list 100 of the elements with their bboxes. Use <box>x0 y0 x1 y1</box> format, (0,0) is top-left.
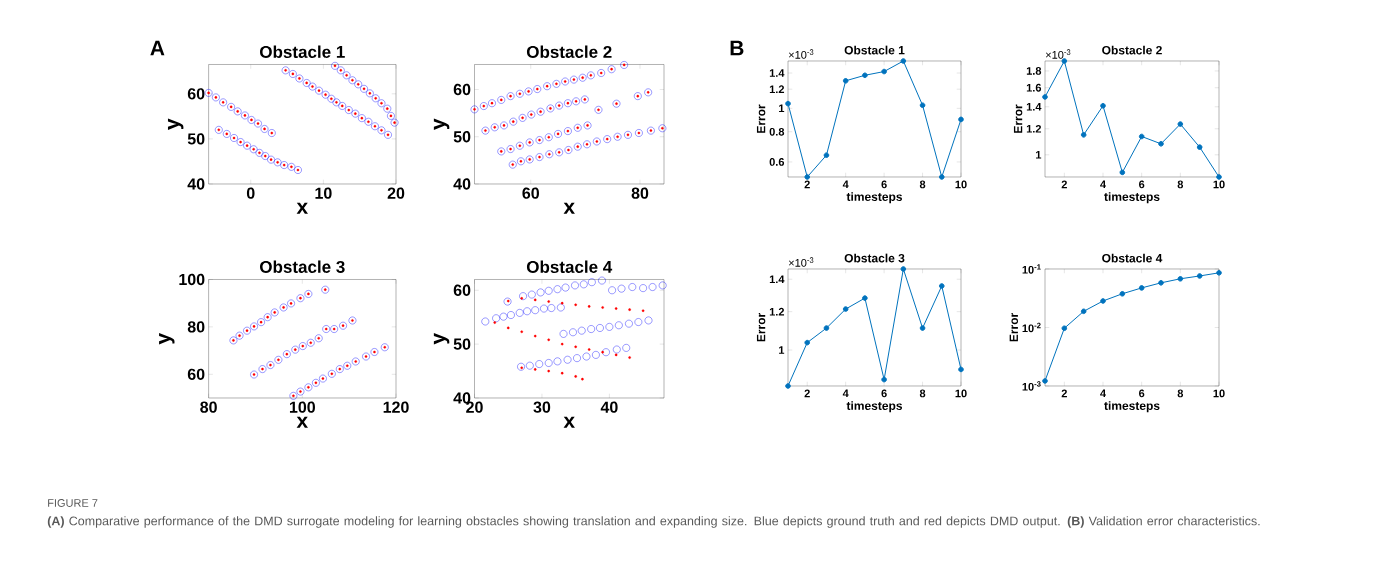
point <box>577 326 586 335</box>
chart-title: Obstacle 2 <box>526 45 612 58</box>
y-tick-label: 1 <box>1036 151 1042 159</box>
point <box>881 68 887 75</box>
point <box>587 348 591 351</box>
point <box>492 314 500 323</box>
y-tick-label: 1 <box>779 346 785 354</box>
point <box>958 116 964 123</box>
x-tick-label: 6 <box>1139 180 1145 189</box>
point <box>644 316 653 325</box>
y-tick-label: 1 <box>779 104 785 113</box>
point <box>553 357 562 366</box>
point <box>592 351 600 359</box>
point <box>520 330 524 334</box>
point <box>862 295 868 301</box>
y-tick-label: 1.4 <box>769 275 785 284</box>
point <box>1196 273 1203 279</box>
point <box>560 301 564 305</box>
point <box>628 356 631 359</box>
x-axis-title: x <box>563 202 575 214</box>
x-axis-title: x <box>296 416 308 428</box>
x-tick-label: 2 <box>804 180 810 189</box>
point <box>625 319 633 328</box>
text: A <box>150 40 165 56</box>
x-tick-label: 40 <box>600 401 618 413</box>
point <box>540 304 548 313</box>
point <box>1080 308 1087 315</box>
point <box>547 304 556 312</box>
x-tick-label: 80 <box>631 187 649 199</box>
point <box>519 292 527 300</box>
y-axis-title: Error <box>756 313 766 342</box>
point <box>507 311 515 319</box>
y-tick-label: 1.2 <box>769 307 785 316</box>
x-tick-label: 120 <box>383 401 409 413</box>
point <box>1138 285 1145 291</box>
x-tick-label: 2 <box>1061 389 1067 398</box>
y-tick-label: 60 <box>453 284 471 296</box>
point <box>823 152 830 158</box>
point <box>571 281 579 290</box>
point <box>1119 169 1126 176</box>
point <box>574 303 577 307</box>
y-tick-label: 60 <box>453 83 471 96</box>
chart-title: Obstacle 3 <box>844 253 905 263</box>
point <box>1158 141 1164 147</box>
x-tick-label: 100 <box>289 401 315 413</box>
point <box>547 338 550 342</box>
point <box>544 287 553 295</box>
x-tick-label: 2 <box>1061 180 1067 189</box>
point <box>601 306 604 309</box>
point <box>622 344 631 352</box>
point <box>559 330 568 338</box>
point <box>785 100 791 107</box>
point <box>613 345 621 354</box>
point <box>493 321 497 324</box>
point <box>785 383 791 389</box>
y-tick-label: 50 <box>187 133 205 145</box>
x-axis-title: timesteps <box>846 192 903 204</box>
y-axis-title: Error <box>1013 104 1023 133</box>
point <box>563 355 572 364</box>
x-tick-label: 6 <box>1139 389 1145 398</box>
point <box>569 328 577 337</box>
point <box>533 368 537 371</box>
point <box>533 298 537 302</box>
point <box>535 360 544 368</box>
y-tick-label: 60 <box>187 88 205 100</box>
point <box>587 305 591 308</box>
point <box>938 283 945 289</box>
x-axis-title: timesteps <box>1104 401 1160 413</box>
chart-title: Obstacle 2 <box>1102 45 1162 55</box>
point <box>536 288 545 297</box>
point <box>579 280 588 289</box>
point <box>544 359 553 367</box>
point <box>919 325 926 331</box>
point <box>506 326 510 330</box>
point <box>560 371 564 375</box>
point <box>1138 133 1145 140</box>
point <box>560 342 564 346</box>
point <box>1158 280 1164 286</box>
x-axis-title: timesteps <box>846 401 903 413</box>
point <box>615 321 623 330</box>
y-tick-label: 50 <box>453 338 471 350</box>
y-axis-title: y <box>167 118 184 130</box>
point <box>881 376 887 383</box>
point <box>919 102 926 109</box>
x-tick-label: 6 <box>881 389 887 398</box>
point <box>804 174 811 180</box>
point <box>1042 94 1048 100</box>
y-tick-label: 1.2 <box>769 85 785 94</box>
point <box>605 323 614 331</box>
point <box>573 354 581 362</box>
x-axis-title: x <box>563 416 575 428</box>
y-axis-title: Error <box>1009 313 1019 342</box>
x-tick-label: 10 <box>955 180 967 189</box>
y-tick-label: 10$^{-3}$ <box>1022 381 1041 391</box>
point <box>517 362 525 371</box>
y-axis-title: y <box>433 333 450 345</box>
point <box>574 345 577 349</box>
x-tick-label: 10 <box>1213 180 1225 189</box>
point <box>553 285 562 293</box>
y-tick-label: 1.4 <box>1026 103 1042 111</box>
